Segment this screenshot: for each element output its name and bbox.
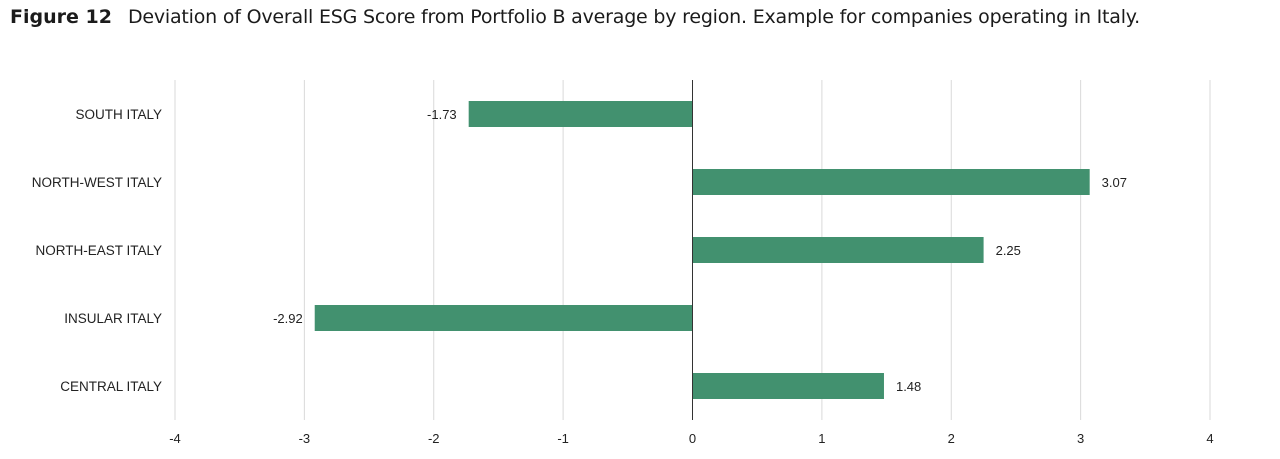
- x-tick-label: -3: [299, 431, 311, 446]
- data-label: 1.48: [896, 379, 921, 394]
- category-label: NORTH-EAST ITALY: [35, 243, 162, 258]
- x-tick-label: -2: [428, 431, 440, 446]
- data-label: -2.92: [273, 311, 303, 326]
- bar: [692, 237, 984, 263]
- gridlines: [174, 80, 1211, 420]
- x-tick-label: -4: [169, 431, 181, 446]
- category-label: SOUTH ITALY: [75, 107, 162, 122]
- category-label: INSULAR ITALY: [64, 311, 162, 326]
- x-tick-label: 0: [689, 431, 696, 446]
- data-label: 2.25: [996, 243, 1021, 258]
- bar: [314, 305, 693, 331]
- bars: [314, 101, 1090, 399]
- figure-title: Deviation of Overall ESG Score from Port…: [127, 6, 1140, 28]
- category-label: CENTRAL ITALY: [60, 379, 162, 394]
- x-tick-label: 3: [1077, 431, 1084, 446]
- x-tick-label: 4: [1206, 431, 1213, 446]
- x-tick-label: 2: [948, 431, 955, 446]
- bar: [692, 373, 884, 399]
- data-label: -1.73: [427, 107, 457, 122]
- figure-heading: Figure 12 Deviation of Overall ESG Score…: [10, 6, 1140, 40]
- bar: [468, 101, 693, 127]
- category-label: NORTH-WEST ITALY: [32, 175, 162, 190]
- x-tick-label: -1: [557, 431, 569, 446]
- data-label: 3.07: [1102, 175, 1127, 190]
- x-tick-label: 1: [818, 431, 825, 446]
- figure-label: Figure 12: [10, 6, 112, 28]
- labels: -4 -3 -2 -1 0 1 2 3 4 -1.73 SOUTH ITALY 3.07 NORTH-W…: [32, 107, 1214, 446]
- bar: [692, 169, 1090, 195]
